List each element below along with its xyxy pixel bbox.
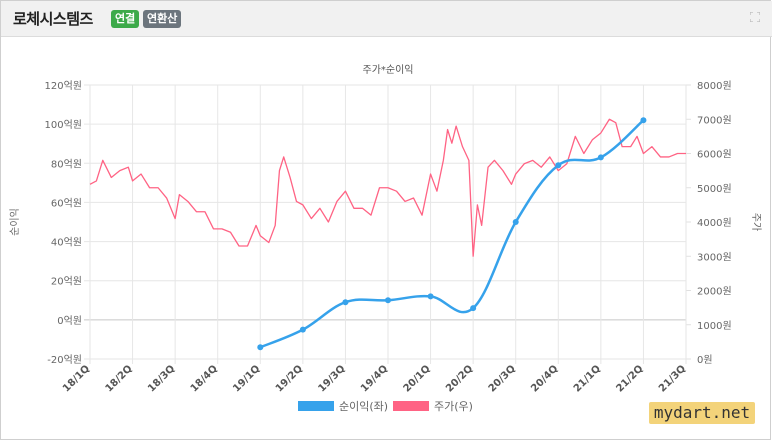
company-name: 로체시스템즈 — [13, 10, 93, 28]
legend-label-price: 주가(우) — [434, 400, 473, 413]
chart-title: 주가*순이익 — [363, 64, 414, 76]
x-axis-tick: 21/1Q — [572, 363, 603, 394]
consolidated-badge[interactable]: 연결 — [111, 10, 140, 28]
expand-icon[interactable] — [750, 12, 760, 22]
x-axis-tick: 20/4Q — [529, 363, 560, 394]
left-axis-tick: 80억원 — [51, 158, 82, 170]
right-axis-tick: 6000원 — [697, 149, 732, 161]
annualized-badge[interactable]: 연환산 — [143, 10, 182, 28]
left-axis-tick: 20억원 — [51, 276, 82, 288]
right-axis-tick: 1000원 — [697, 320, 732, 332]
panel-header: 로체시스템즈 연결 연환산 — [1, 1, 772, 37]
left-axis-tick: 120억원 — [45, 80, 83, 92]
left-axis-tick: 100억원 — [45, 119, 83, 131]
x-axis-tick: 19/1Q — [231, 363, 262, 394]
right-axis-tick: 4000원 — [697, 217, 732, 229]
right-axis-tick: 3000원 — [697, 251, 732, 263]
legend-label-net-income: 순이익(좌) — [339, 400, 388, 413]
x-axis-tick: 20/1Q — [402, 363, 433, 394]
x-axis-tick: 18/4Q — [189, 363, 220, 394]
right-axis-title: 주가 — [750, 213, 762, 231]
left-axis-tick: -20억원 — [47, 354, 82, 366]
x-axis-tick: 18/2Q — [104, 363, 135, 394]
net-income-point — [555, 162, 562, 169]
right-axis-tick: 7000원 — [697, 114, 732, 126]
right-axis-tick: 0원 — [697, 354, 713, 366]
x-axis-tick: 18/3Q — [146, 363, 177, 394]
right-axis-tick: 5000원 — [697, 183, 732, 195]
right-axis-tick: 2000원 — [697, 286, 732, 298]
net-income-point — [427, 293, 434, 300]
net-income-point — [597, 154, 604, 161]
net-income-point — [512, 219, 519, 225]
x-axis-tick: 21/3Q — [657, 363, 688, 394]
net-income-point — [385, 297, 391, 304]
legend-swatch-price — [393, 401, 429, 411]
left-axis-tick: 60억원 — [51, 197, 82, 209]
left-axis-tick: 40억원 — [51, 237, 82, 249]
price-series-line — [89, 118, 686, 257]
watermark: mydart.net — [649, 402, 755, 424]
left-axis-tick: 0억원 — [57, 315, 82, 327]
net-income-point — [299, 326, 306, 333]
x-axis-tick: 20/2Q — [444, 363, 475, 394]
net-income-point — [342, 299, 349, 306]
x-axis-tick: 20/3Q — [487, 363, 518, 394]
x-axis-tick: 21/2Q — [614, 363, 645, 394]
left-axis-title: 순이익 — [9, 208, 21, 236]
net-income-series-line — [259, 119, 645, 349]
price-net-income-chart: 주가*순이익 -20억원 0억원 20억원 40억원 60억원 80억원 100억원 120억원… — [9, 64, 762, 413]
right-axis-tick: 8000원 — [697, 80, 732, 92]
x-axis-tick: 18/1Q — [61, 363, 92, 394]
x-axis-tick: 19/3Q — [316, 363, 347, 394]
legend-swatch-net-income — [298, 401, 334, 411]
x-axis-tick: 19/2Q — [274, 363, 305, 394]
net-income-point — [257, 344, 264, 351]
net-income-point — [470, 305, 477, 312]
net-income-point — [640, 117, 647, 124]
x-axis-tick: 19/4Q — [359, 363, 390, 394]
